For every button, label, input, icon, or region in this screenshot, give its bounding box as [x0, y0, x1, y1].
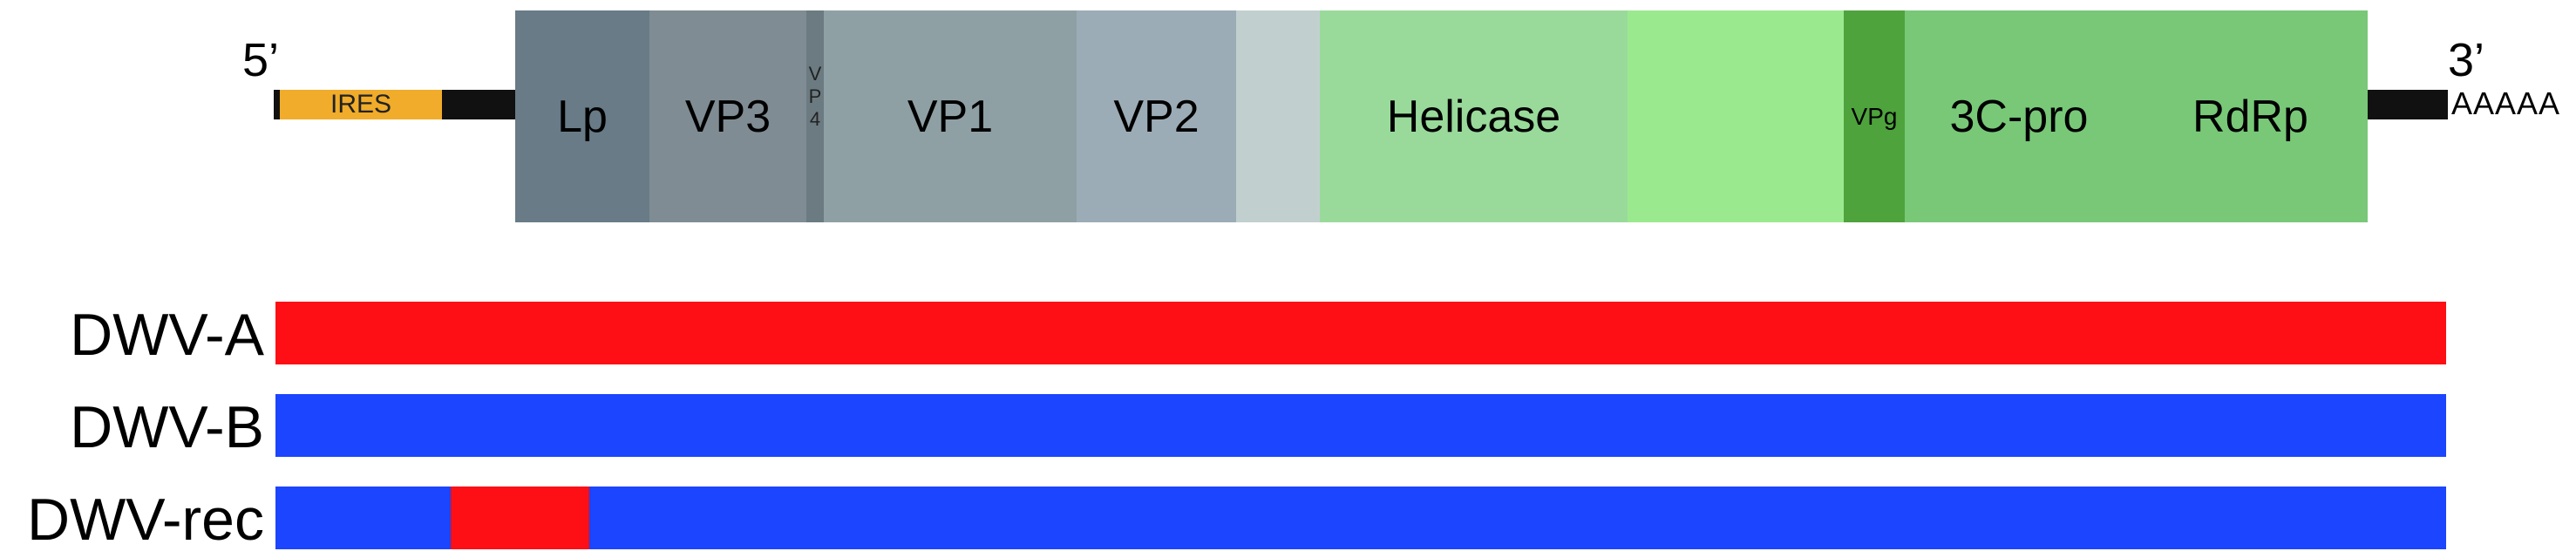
segment-rdrp: RdRp — [2133, 10, 2368, 222]
segment-3c-pro-label: 3C-pro — [1949, 91, 2089, 142]
segment-vp3: VP3 — [649, 10, 806, 222]
segment-vp2: VP2 — [1077, 10, 1236, 222]
segment-helicase: Helicase — [1320, 10, 1628, 222]
segment-vpg-label: VPg — [1851, 102, 1898, 130]
three-prime-utr-line — [2368, 90, 2448, 119]
strain-label-dwv-a: DWV-A — [70, 302, 264, 368]
ires-label: IRES — [330, 90, 392, 119]
segment-lp-label: Lp — [557, 91, 608, 142]
segment-lp: Lp — [515, 10, 649, 222]
segment-vp4-label: V P 4 — [808, 63, 822, 130]
segment-unlabeled-light — [1236, 10, 1320, 222]
ires-region: IRES — [280, 90, 442, 119]
poly-a-tail-label: AAAAA — [2451, 85, 2561, 121]
segment-rdrp-label: RdRp — [2192, 91, 2308, 142]
strain-bar-dwv-b — [275, 394, 2446, 457]
segment-vp3-label: VP3 — [684, 91, 771, 142]
segment-vp1: VP1 — [824, 10, 1077, 222]
strain-bar-dwv-a — [275, 302, 2446, 364]
segment-helicase-label: Helicase — [1386, 91, 1561, 142]
segment-vp2-label: VP2 — [1113, 91, 1200, 142]
segment-vpg: VPg — [1844, 10, 1905, 222]
segment-vp1-label: VP1 — [907, 91, 994, 142]
five-prime-utr-cap — [274, 90, 280, 119]
five-prime-utr-line — [442, 90, 515, 119]
segment-vp4: V P 4 — [806, 10, 824, 222]
segment-unlabeled-green — [1628, 10, 1844, 222]
recombinant-insert-block — [451, 487, 589, 549]
segment-3c-pro: 3C-pro — [1905, 10, 2133, 222]
strain-bar-dwv-rec — [275, 487, 2446, 549]
strain-label-dwv-rec: DWV-rec — [27, 487, 264, 553]
three-prime-label: 3’ — [2448, 34, 2485, 86]
strain-label-dwv-b: DWV-B — [70, 394, 264, 460]
five-prime-label: 5’ — [242, 34, 280, 86]
